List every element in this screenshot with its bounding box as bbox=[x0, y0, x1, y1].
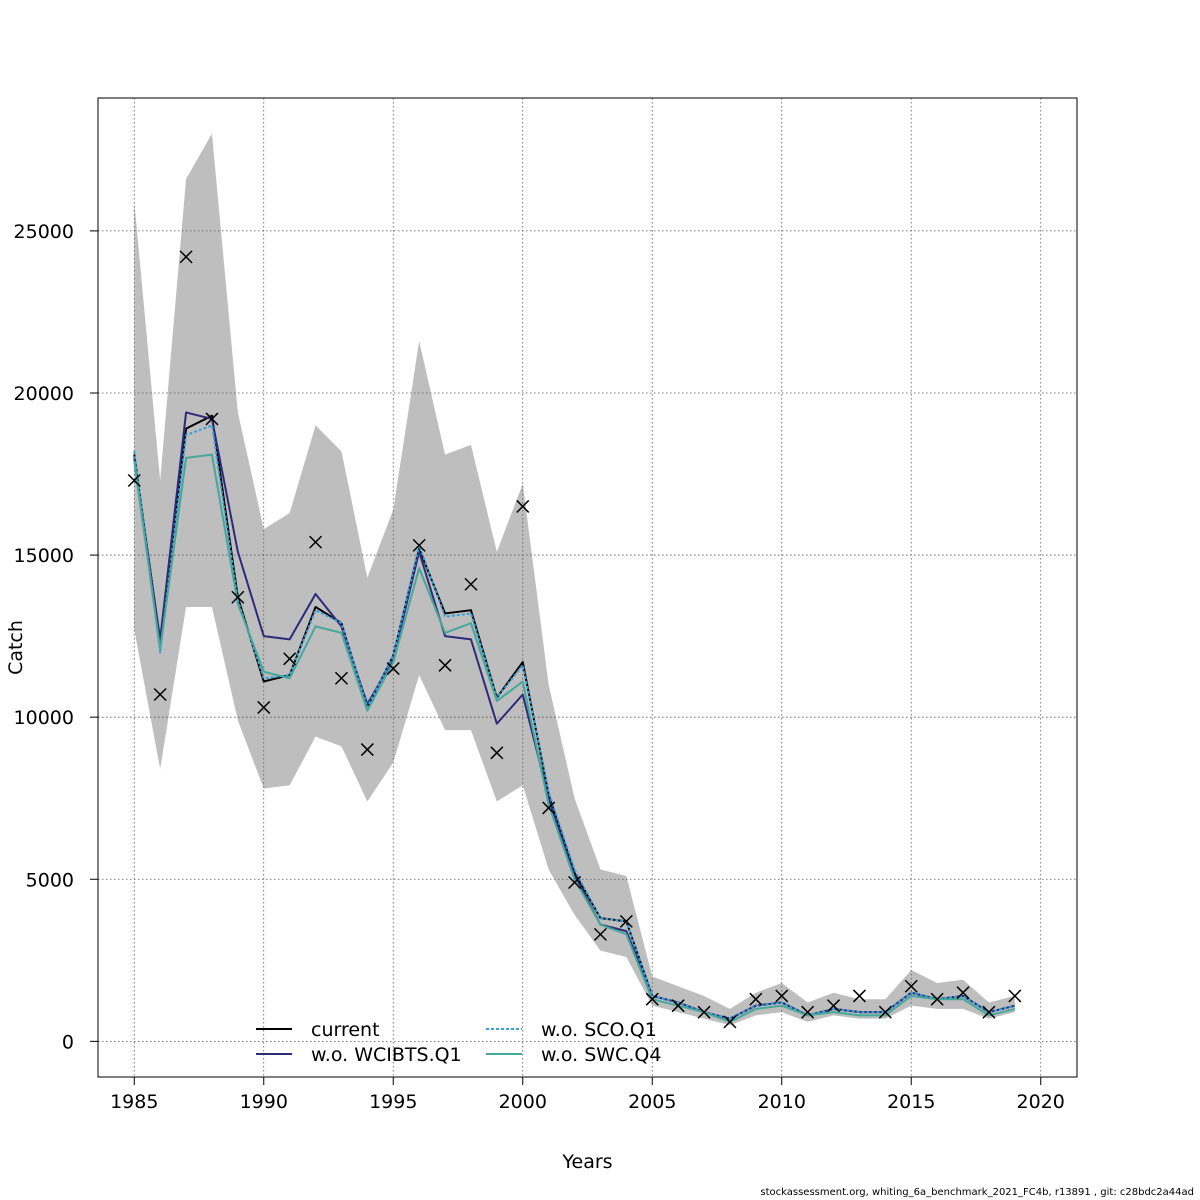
observed-point bbox=[930, 992, 944, 1006]
observed-point bbox=[827, 999, 841, 1013]
legend-label: w.o. SWC.Q4 bbox=[541, 1044, 661, 1066]
observed-point bbox=[412, 538, 426, 552]
legend-item-0: current bbox=[256, 1019, 380, 1041]
observed-point bbox=[516, 499, 530, 513]
observed-point bbox=[671, 999, 685, 1013]
grid-layer bbox=[98, 98, 1077, 1077]
observed-point bbox=[464, 577, 478, 591]
observed-point bbox=[749, 992, 763, 1006]
footer-credit: stockassessment.org, whiting_6a_benchmar… bbox=[760, 1187, 1194, 1198]
x-tick-label: 1990 bbox=[240, 1091, 288, 1113]
observed-point bbox=[619, 914, 633, 928]
observed-point bbox=[801, 1005, 815, 1019]
legend: current w.o. WCIBTS.Q1 w.o. SCO.Q1 w.o. SWC… bbox=[256, 1019, 661, 1066]
observed-point bbox=[542, 801, 556, 815]
legend-item-2: w.o. SCO.Q1 bbox=[486, 1019, 657, 1041]
observed-point bbox=[490, 746, 504, 760]
x-tick-label: 2015 bbox=[887, 1091, 935, 1113]
plot-frame bbox=[97, 97, 1078, 1078]
series-layer bbox=[133, 411, 1016, 1023]
legend-item-3: w.o. SWC.Q4 bbox=[486, 1044, 661, 1066]
observed-point bbox=[775, 989, 789, 1003]
observed-point bbox=[179, 250, 193, 264]
legend-label: w.o. SCO.Q1 bbox=[541, 1019, 657, 1041]
y-tick-label: 5000 bbox=[26, 869, 74, 891]
legend-item-1: w.o. WCIBTS.Q1 bbox=[256, 1044, 462, 1066]
legend-label: current bbox=[311, 1019, 380, 1041]
y-tick-label: 0 bbox=[62, 1031, 74, 1053]
observed-point bbox=[386, 662, 400, 676]
observed-point bbox=[645, 992, 659, 1006]
y-tick-label: 10000 bbox=[14, 707, 74, 729]
observed-point bbox=[360, 743, 374, 757]
y-axis-title: Catch bbox=[5, 620, 27, 675]
y-tick-label: 20000 bbox=[14, 383, 74, 405]
observed-point bbox=[568, 875, 582, 890]
confidence-band bbox=[134, 133, 1015, 1026]
observed-point bbox=[438, 658, 452, 672]
observed-point bbox=[257, 700, 271, 714]
observed-point bbox=[878, 1005, 892, 1019]
observed-point bbox=[982, 1005, 996, 1019]
confidence-band-layer bbox=[134, 133, 1015, 1026]
observed-point bbox=[852, 989, 866, 1003]
observed-point bbox=[309, 535, 323, 549]
observed-points-layer bbox=[127, 250, 1022, 1029]
observed-point bbox=[334, 671, 348, 685]
x-tick-label: 2005 bbox=[628, 1091, 676, 1113]
y-tick-label: 25000 bbox=[14, 221, 74, 243]
x-axis-title: Years bbox=[561, 1151, 612, 1173]
observed-point bbox=[697, 1005, 711, 1019]
observed-point bbox=[127, 473, 141, 488]
x-tick-label: 2000 bbox=[499, 1091, 547, 1113]
x-tick-label: 2010 bbox=[758, 1091, 806, 1113]
observed-point bbox=[283, 652, 297, 666]
observed-point bbox=[153, 687, 167, 702]
observed-point bbox=[904, 979, 918, 993]
x-axis: 1985 1990 1995 2000 2005 2010 2015 2020 bbox=[110, 1077, 1065, 1113]
x-tick-label: 1985 bbox=[110, 1091, 158, 1113]
observed-point bbox=[956, 986, 970, 1000]
y-axis: 0 5000 10000 15000 20000 25000 bbox=[14, 221, 98, 1053]
observed-point bbox=[231, 590, 245, 604]
series-line-3 bbox=[133, 453, 1016, 1023]
observed-point bbox=[723, 1015, 737, 1029]
x-tick-label: 2020 bbox=[1017, 1091, 1065, 1113]
x-tick-label: 1995 bbox=[369, 1091, 417, 1113]
observed-point bbox=[205, 412, 219, 426]
observed-point bbox=[1008, 989, 1022, 1003]
y-tick-label: 15000 bbox=[14, 545, 74, 567]
legend-label: w.o. WCIBTS.Q1 bbox=[311, 1044, 462, 1066]
observed-point bbox=[593, 927, 607, 941]
